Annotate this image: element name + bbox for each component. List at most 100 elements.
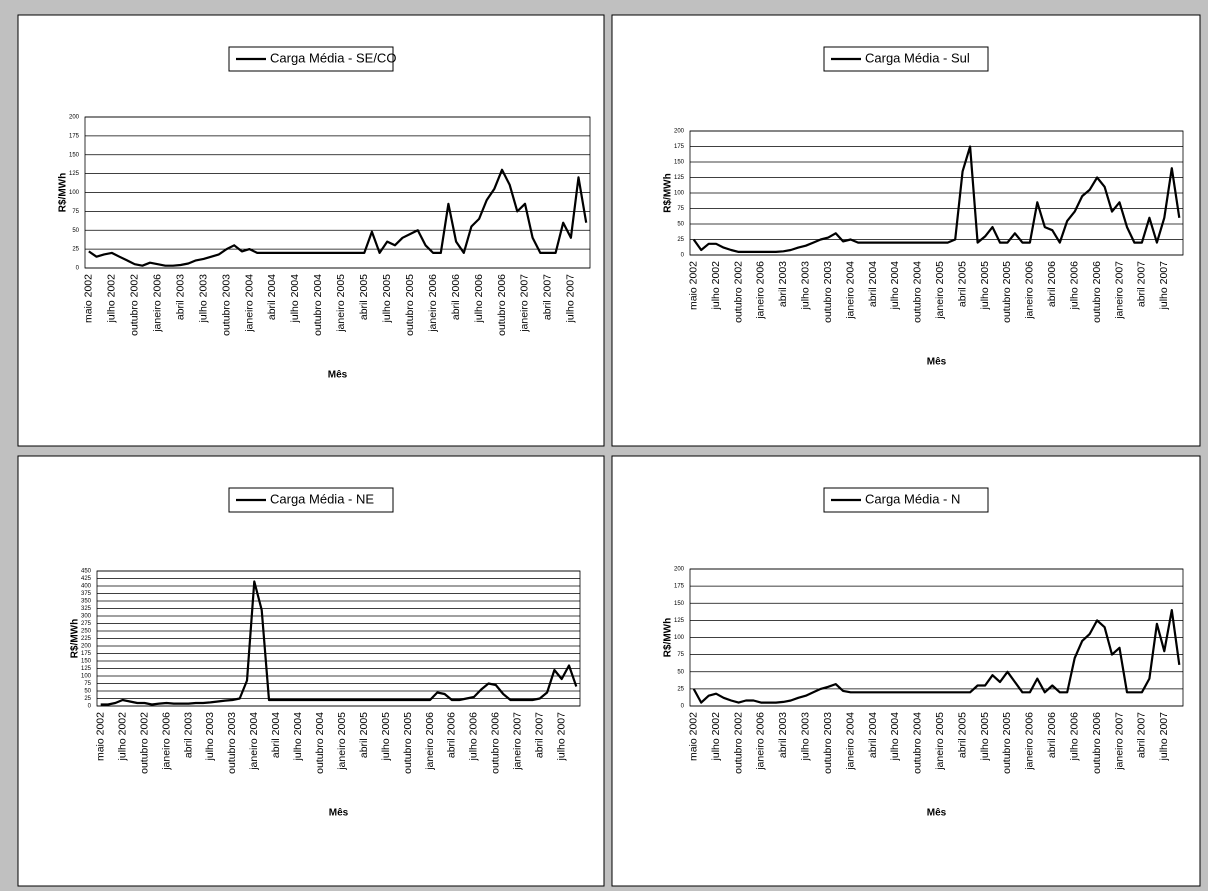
x-tick-label: abril 2006 <box>1046 712 1058 758</box>
x-tick-label: julho 2002 <box>106 274 118 324</box>
chart-panel <box>611 14 1201 447</box>
x-tick-label: outubro 2004 <box>912 261 924 323</box>
x-tick-label: julho 2002 <box>710 261 722 311</box>
x-tick-label: outubro 2005 <box>402 712 414 774</box>
data-line <box>100 580 578 706</box>
y-tick-label: 125 <box>674 618 685 624</box>
plot-area <box>689 568 1184 707</box>
x-tick-label: julho 2006 <box>473 274 485 324</box>
y-tick-label: 325 <box>81 606 92 612</box>
x-tick-label: abril 2004 <box>867 261 879 307</box>
y-tick-label: 25 <box>72 247 79 253</box>
x-tick-label: julho 2007 <box>1158 261 1170 311</box>
y-tick-label: 25 <box>677 686 684 692</box>
legend-label: Carga Média - Sul <box>865 50 970 65</box>
x-tick-label: julho 2007 <box>565 274 577 324</box>
x-tick-label: abril 2007 <box>534 712 546 758</box>
x-tick-label: outubro 2006 <box>1091 261 1103 323</box>
x-tick-label: janeiro 2006 <box>424 712 436 771</box>
y-tick-label: 250 <box>81 629 92 635</box>
x-tick-label: abril 2006 <box>446 712 458 758</box>
legend-label: Carga Média - NE <box>270 491 374 506</box>
legend-label: Carga Média - N <box>865 491 960 506</box>
y-tick-label: 450 <box>81 569 92 575</box>
x-tick-label: outubro 2006 <box>490 712 502 774</box>
x-tick-label: outubro 2006 <box>1091 712 1103 774</box>
x-tick-label: janeiro 2004 <box>844 712 856 771</box>
x-tick-label: outubro 2002 <box>129 274 141 336</box>
y-tick-label: 175 <box>674 584 685 590</box>
y-tick-label: 100 <box>674 635 685 641</box>
x-tick-label: abril 2003 <box>182 712 194 758</box>
y-tick-label: 125 <box>674 175 685 181</box>
x-tick-label: julho 2004 <box>889 261 901 311</box>
x-tick-label: abril 2004 <box>270 712 282 758</box>
y-tick-label: 200 <box>81 644 92 650</box>
x-tick-label: julho 2007 <box>555 712 567 762</box>
x-tick-label: outubro 2002 <box>138 712 150 774</box>
y-axis-label: R$/MWh <box>663 618 674 657</box>
x-tick-label: abril 2007 <box>542 274 554 320</box>
x-tick-label: outubro 2005 <box>1001 712 1013 774</box>
y-tick-label: 375 <box>81 591 92 597</box>
x-tick-label: janeiro 2006 <box>755 261 767 320</box>
y-tick-label: 200 <box>674 567 685 573</box>
x-tick-label: outubro 2004 <box>912 712 924 774</box>
x-axis-label: Mês <box>927 808 947 819</box>
x-tick-label: janeiro 2005 <box>335 274 347 333</box>
x-tick-label: julho 2006 <box>1068 712 1080 762</box>
y-axis-label: R$/MWh <box>663 173 674 212</box>
y-tick-label: 75 <box>84 681 91 687</box>
x-tick-label: abril 2003 <box>777 261 789 307</box>
x-tick-label: abril 2006 <box>1046 261 1058 307</box>
x-tick-label: julho 2003 <box>204 712 216 762</box>
x-tick-label: maio 2002 <box>688 261 700 310</box>
x-tick-label: outubro 2002 <box>732 261 744 323</box>
x-axis-label: Mês <box>328 370 348 381</box>
x-tick-label: abril 2003 <box>174 274 186 320</box>
x-tick-label: maio 2002 <box>83 274 95 323</box>
x-tick-label: janeiro 2006 <box>1024 712 1036 771</box>
x-tick-label: janeiro 2006 <box>151 274 163 333</box>
x-axis-label: Mês <box>927 357 947 368</box>
y-tick-label: 75 <box>677 206 684 212</box>
x-tick-label: outubro 2004 <box>312 274 324 336</box>
y-tick-label: 25 <box>677 237 684 243</box>
x-tick-label: abril 2005 <box>358 274 370 320</box>
x-tick-label: janeiro 2005 <box>934 712 946 771</box>
x-tick-label: julho 2005 <box>979 712 991 762</box>
y-tick-label: 275 <box>81 621 92 627</box>
x-tick-label: julho 2003 <box>800 261 812 311</box>
x-tick-label: abril 2005 <box>956 712 968 758</box>
x-tick-label: janeiro 2007 <box>512 712 524 771</box>
x-tick-label: abril 2007 <box>1136 712 1148 758</box>
y-tick-label: 225 <box>81 636 92 642</box>
y-tick-label: 50 <box>84 689 91 695</box>
y-tick-label: 175 <box>69 133 80 139</box>
x-tick-label: julho 2003 <box>800 712 812 762</box>
x-tick-label: outubro 2004 <box>314 712 326 774</box>
x-tick-label: outubro 2005 <box>404 274 416 336</box>
x-tick-label: janeiro 2006 <box>160 712 172 771</box>
x-tick-label: julho 2006 <box>1068 261 1080 311</box>
chart-panel <box>611 455 1201 887</box>
data-line <box>692 145 1181 253</box>
x-tick-label: janeiro 2007 <box>1113 712 1125 771</box>
chart: 0 25 50 75 100 125 150 175 200 maio 2002 julho 200… <box>611 455 1201 887</box>
x-tick-label: julho 2002 <box>116 712 128 762</box>
x-tick-label: janeiro 2007 <box>1113 261 1125 320</box>
x-tick-label: maio 2002 <box>688 712 700 761</box>
y-tick-label: 425 <box>81 576 92 582</box>
y-tick-label: 350 <box>81 599 92 605</box>
x-tick-label: janeiro 2004 <box>844 261 856 320</box>
x-tick-label: julho 2003 <box>197 274 209 324</box>
chart-panel <box>17 455 605 887</box>
x-axis-label: Mês <box>329 808 349 819</box>
y-tick-label: 50 <box>677 222 684 228</box>
y-tick-label: 100 <box>81 674 92 680</box>
x-tick-label: janeiro 2005 <box>336 712 348 771</box>
x-tick-label: janeiro 2006 <box>755 712 767 771</box>
plot-area <box>689 130 1184 256</box>
y-tick-label: 0 <box>76 266 80 272</box>
